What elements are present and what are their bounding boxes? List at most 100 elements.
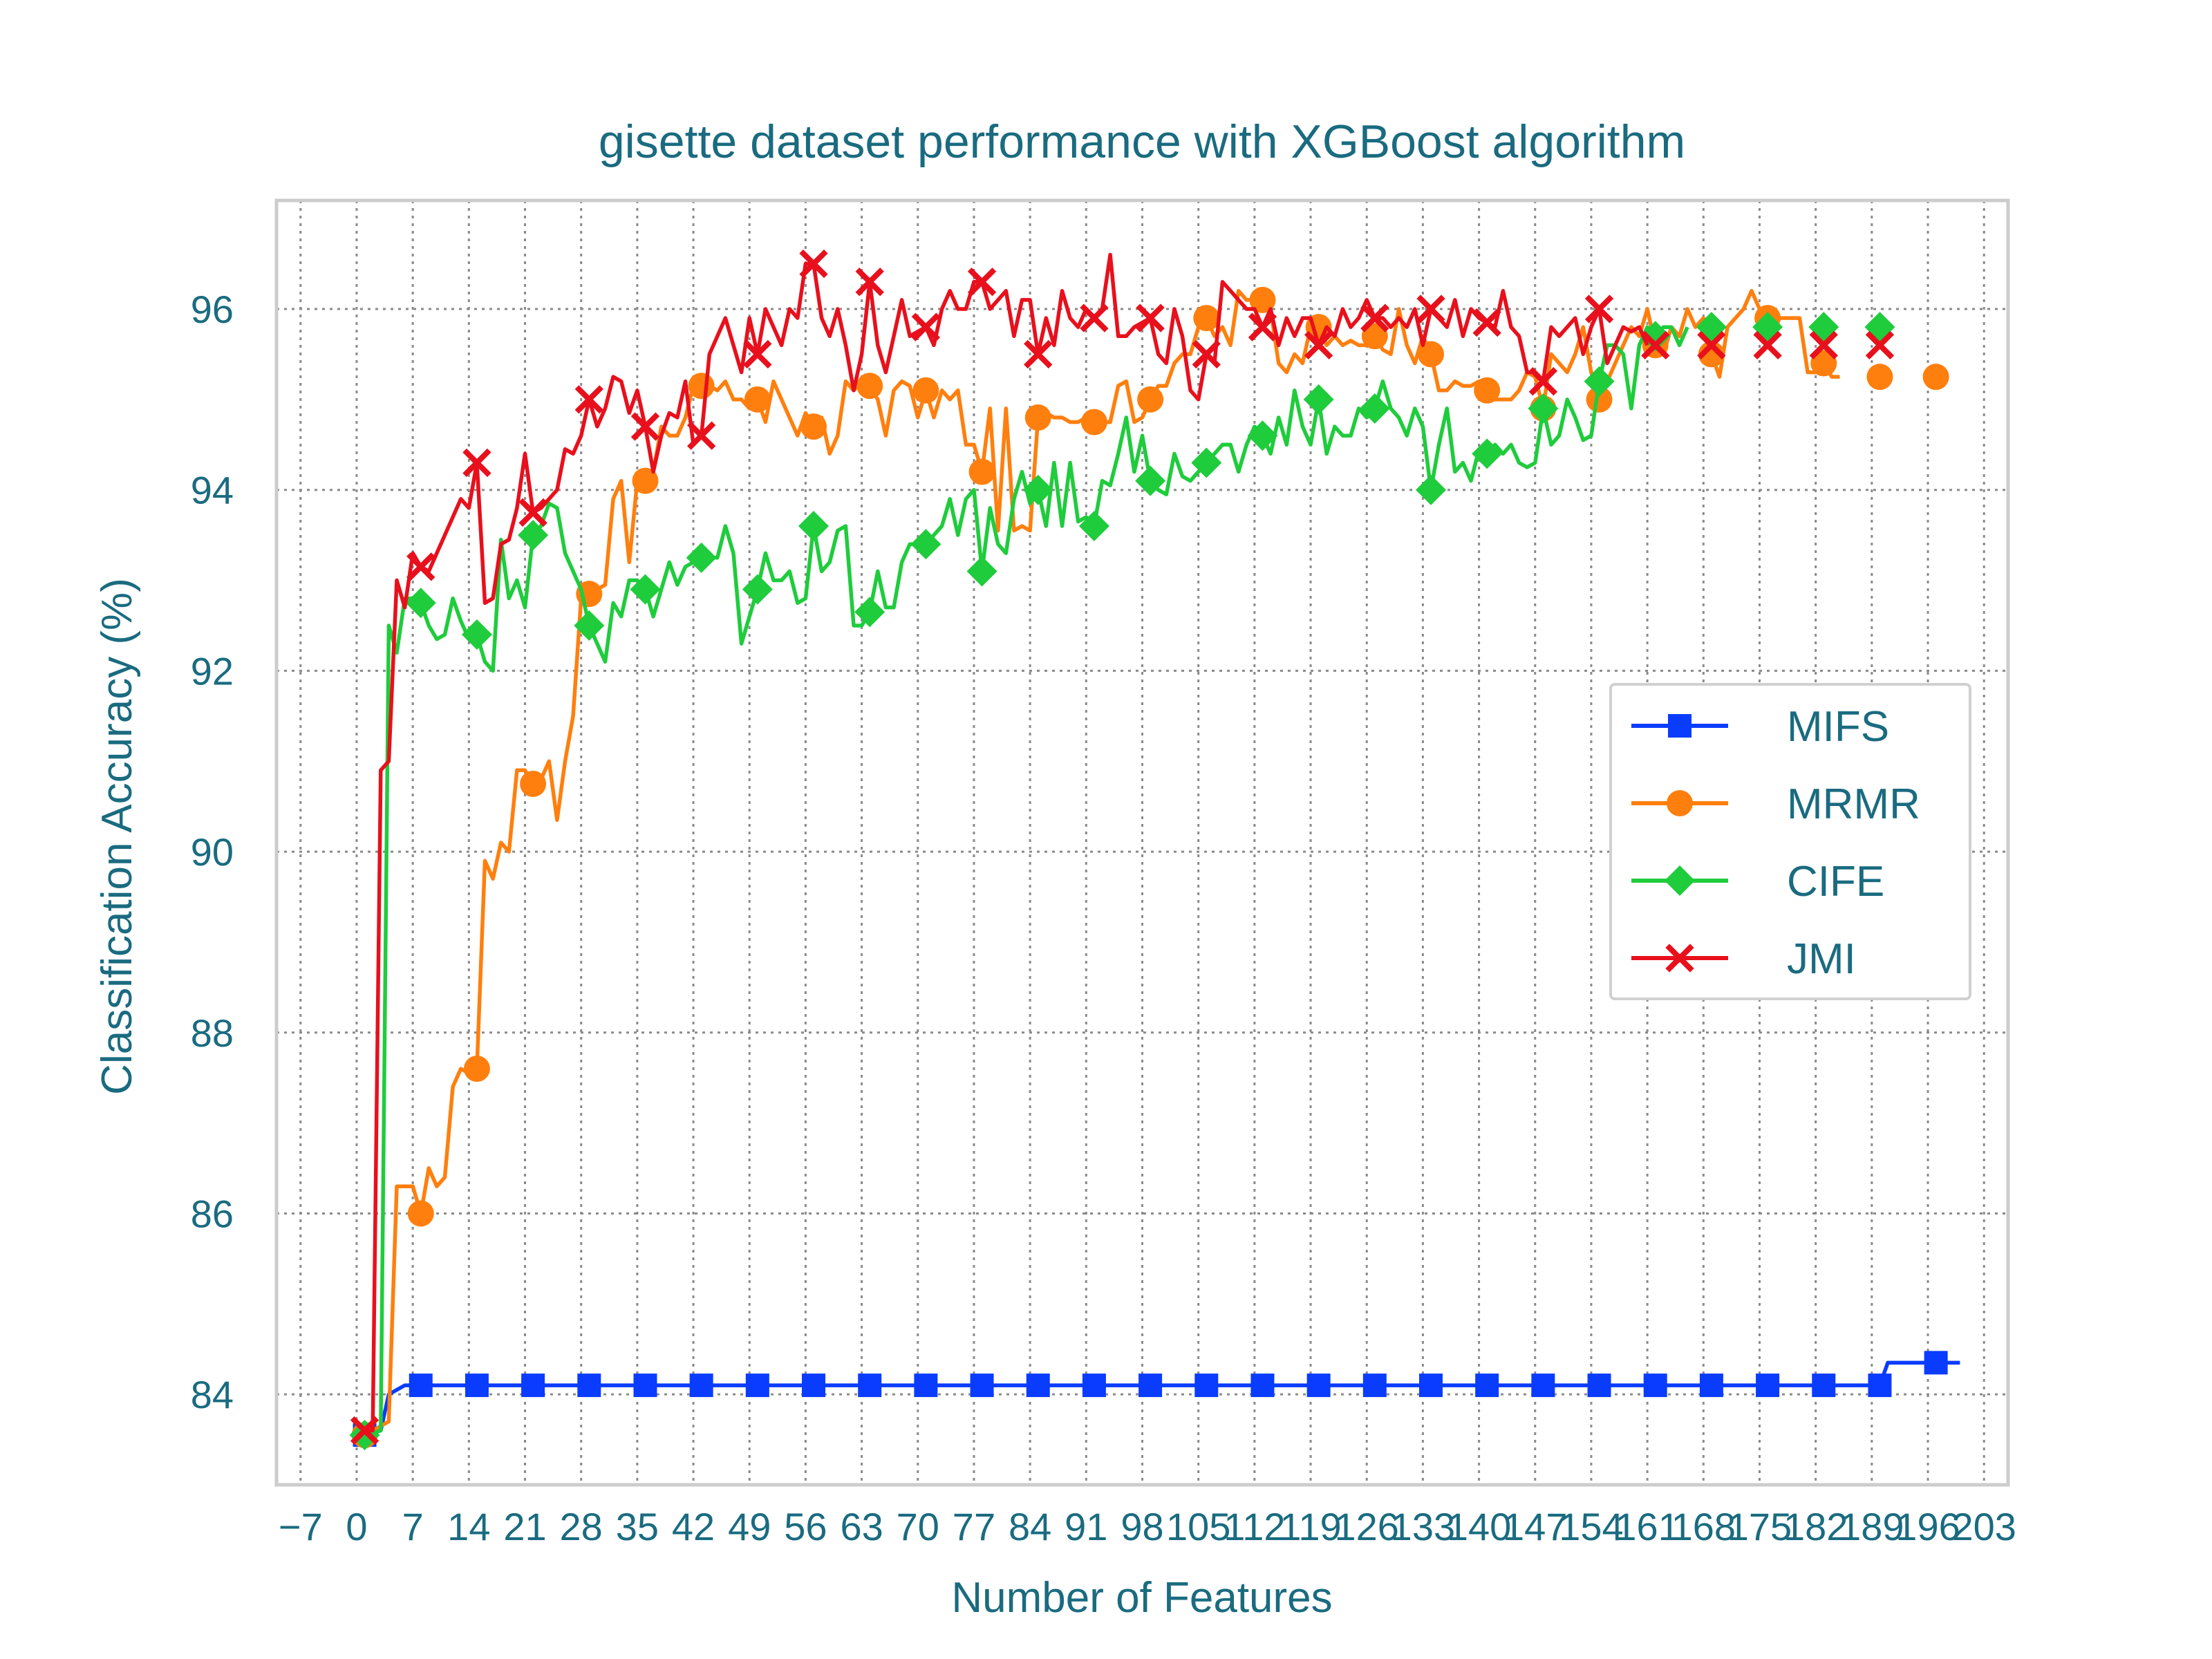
- cife-point: [574, 610, 605, 641]
- x-tick-label: 112: [1224, 1505, 1285, 1548]
- mifs-point: [1475, 1374, 1499, 1398]
- mrmr-point: [1586, 386, 1613, 413]
- cife-point: [1416, 474, 1446, 505]
- mrmr-point: [1080, 409, 1107, 435]
- cife-point: [518, 520, 549, 551]
- jmi-point: [911, 312, 941, 341]
- jmi-point: [1416, 294, 1445, 324]
- mifs-point: [1531, 1374, 1555, 1398]
- cife-point: [1472, 438, 1503, 469]
- jmi-point: [855, 268, 884, 297]
- y-tick-label: 94: [191, 469, 234, 512]
- jmi-point: [1360, 303, 1389, 332]
- mifs-point: [1026, 1374, 1050, 1398]
- jmi-point: [1865, 330, 1895, 360]
- mrmr-point: [520, 770, 547, 797]
- mifs-point: [409, 1374, 433, 1398]
- jmi-point: [1080, 303, 1109, 332]
- jmi-point: [406, 552, 435, 581]
- mifs-point: [1756, 1374, 1780, 1398]
- jmi-point: [630, 412, 660, 441]
- y-tick-label: 88: [191, 1011, 234, 1055]
- jmi-point: [799, 249, 828, 279]
- x-tick-label: 182: [1783, 1505, 1848, 1548]
- mifs-point: [858, 1374, 882, 1398]
- mrmr-point: [968, 458, 995, 485]
- cife-point: [461, 619, 492, 650]
- jmi-point: [574, 385, 603, 414]
- jmi-point: [518, 498, 547, 527]
- x-tick-label: 14: [447, 1505, 490, 1548]
- cife-point: [686, 542, 717, 573]
- legend: MIFS MRMR CIFE JMI: [1609, 683, 1971, 1000]
- mifs-point: [914, 1374, 938, 1398]
- jmi-point: [1584, 294, 1614, 324]
- mifs-point: [970, 1374, 994, 1398]
- x-tick-label: 168: [1671, 1505, 1736, 1548]
- x-tick-label: 28: [560, 1505, 603, 1548]
- cife-point: [1303, 384, 1334, 415]
- y-tick-label: 92: [191, 649, 234, 693]
- x-tick-label: −7: [279, 1505, 323, 1548]
- x-tick-label: 21: [503, 1505, 546, 1548]
- mifs-point: [465, 1374, 489, 1398]
- legend-item-cife: CIFE: [1631, 858, 1884, 906]
- mifs-point: [1924, 1351, 1948, 1375]
- x-tick-label: 161: [1615, 1505, 1679, 1548]
- cife-point: [1135, 465, 1166, 496]
- mifs-point: [1138, 1374, 1163, 1398]
- x-axis-label: Number of Features: [951, 1574, 1332, 1622]
- legend-marker-mrmr: [1667, 790, 1693, 816]
- cife-point: [1078, 511, 1109, 542]
- x-tick-label: 126: [1335, 1505, 1399, 1548]
- x-tick-label: 175: [1727, 1505, 1792, 1548]
- mifs-point: [1419, 1374, 1443, 1398]
- legend-label-mrmr: MRMR: [1787, 780, 1920, 828]
- jmi-point: [462, 448, 491, 478]
- x-tick-label: 0: [346, 1505, 367, 1548]
- x-tick-label: 35: [616, 1505, 659, 1548]
- y-tick-label: 84: [191, 1373, 234, 1416]
- x-tick-label: 7: [402, 1505, 424, 1548]
- x-tick-label: 77: [953, 1505, 995, 1548]
- mifs-point: [1194, 1374, 1219, 1398]
- x-tick-label: 140: [1447, 1505, 1511, 1548]
- mrmr-point: [1193, 305, 1220, 332]
- mifs-point: [521, 1374, 545, 1398]
- x-tick-label: 105: [1166, 1505, 1230, 1548]
- cife-point: [1191, 447, 1222, 478]
- plot-frame: [274, 198, 2010, 1487]
- mrmr-point: [800, 413, 827, 440]
- legend-marker-mifs: [1668, 714, 1691, 738]
- mrmr-point: [1698, 341, 1725, 368]
- mrmr-point: [1866, 364, 1893, 391]
- x-tick-label: 196: [1895, 1505, 1960, 1548]
- jmi-point: [350, 1416, 379, 1445]
- x-tick-label: 91: [1065, 1505, 1107, 1548]
- x-tick-label: 189: [1839, 1505, 1904, 1548]
- x-tick-label: 42: [672, 1505, 715, 1548]
- series-jmi: [350, 249, 1895, 1445]
- mrmr-point: [688, 373, 715, 400]
- cife-point: [966, 556, 997, 587]
- mifs-point: [1699, 1374, 1723, 1398]
- cife-point: [1528, 393, 1559, 424]
- cife-point: [1247, 420, 1278, 451]
- legend-label-jmi: JMI: [1787, 935, 1856, 983]
- jmi-point: [743, 339, 772, 369]
- mrmr-point: [1361, 323, 1388, 350]
- x-tick-label: 84: [1009, 1505, 1051, 1548]
- series-layer: [349, 249, 1960, 1451]
- jmi-point: [1528, 367, 1558, 396]
- mrmr-point: [744, 386, 771, 413]
- legend-item-jmi: JMI: [1631, 935, 1856, 983]
- mifs-point: [1250, 1374, 1275, 1398]
- legend-label-mifs: MIFS: [1787, 703, 1889, 751]
- mifs-point: [1306, 1374, 1331, 1398]
- mrmr-point: [632, 467, 659, 494]
- mrmr-point: [856, 373, 883, 400]
- jmi-point: [686, 421, 716, 450]
- mifs-point: [1362, 1374, 1387, 1398]
- y-tick-label: 96: [191, 288, 234, 331]
